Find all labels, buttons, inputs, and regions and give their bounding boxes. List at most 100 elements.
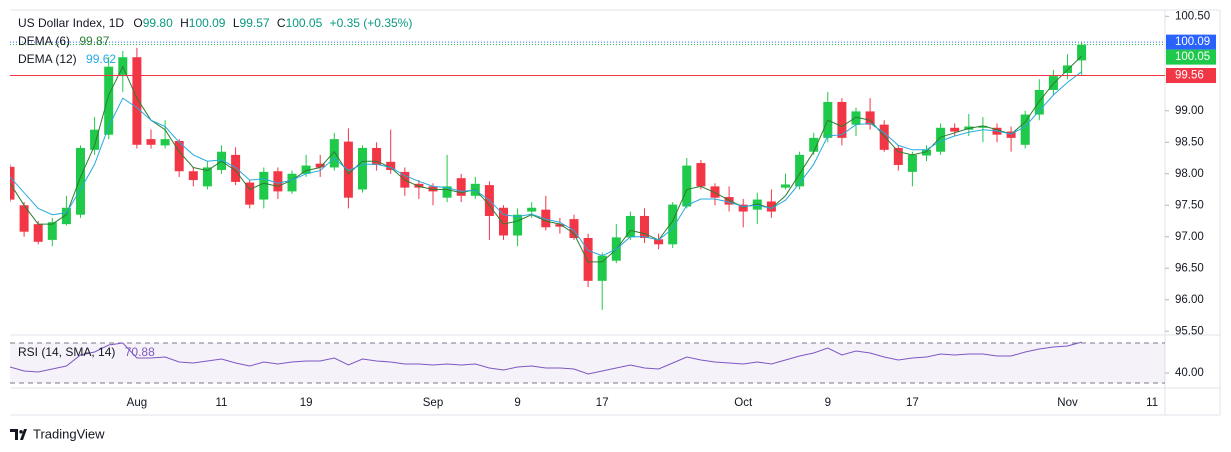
- candle-body: [738, 204, 748, 212]
- candle-body: [174, 141, 184, 172]
- legend-value: 99.57: [240, 16, 270, 30]
- x-tick-label: Oct: [734, 397, 753, 409]
- candle-body: [710, 186, 720, 198]
- candle-body: [541, 209, 551, 228]
- candle-body: [766, 201, 776, 212]
- candle-body: [625, 215, 635, 238]
- candle-body: [315, 163, 325, 168]
- candle-body: [781, 184, 790, 188]
- candle-body: [358, 147, 367, 190]
- brand: TradingView: [33, 426, 105, 441]
- candle-body: [879, 124, 889, 150]
- x-tick-label: Aug: [127, 397, 147, 409]
- candle-body: [837, 101, 847, 138]
- frame: [10, 9, 1221, 416]
- candle-body: [513, 214, 523, 236]
- price-tag-label: 99.56: [1175, 70, 1204, 82]
- candle-body: [47, 222, 57, 240]
- rsi-band-fill: [10, 343, 1165, 383]
- candle-body: [188, 171, 198, 181]
- x-tick-label: 11: [216, 397, 228, 409]
- candle-body: [499, 207, 508, 236]
- candle-body: [442, 186, 452, 198]
- candle-body: [202, 167, 212, 187]
- legend-key: O: [133, 16, 142, 30]
- price-tag: [1166, 68, 1216, 84]
- candle-body: [414, 183, 424, 188]
- legend-key: L: [233, 16, 240, 30]
- y-tick-label: 96.50: [1175, 262, 1204, 274]
- price-tag-label: 100.09: [1175, 36, 1210, 48]
- candle-body: [76, 147, 85, 215]
- candle-body: [1020, 114, 1030, 145]
- legend-key: C: [277, 16, 286, 30]
- y-tick-label: 97.50: [1175, 199, 1204, 211]
- candle-body: [287, 173, 297, 192]
- candle-body: [1077, 44, 1087, 61]
- legend-value: 99.62: [86, 52, 116, 66]
- candle-body: [527, 207, 537, 212]
- legend-name: RSI (14, SMA, 14): [18, 345, 115, 359]
- x-tick-label: 9: [825, 397, 831, 409]
- candle-body: [978, 125, 988, 128]
- x-tick-label: 17: [596, 397, 609, 409]
- candle-body: [583, 238, 593, 281]
- y-tick-label: 95.50: [1175, 325, 1204, 337]
- legend-value: 100.05: [286, 16, 323, 30]
- candle-body: [907, 154, 917, 172]
- price-pane: [10, 41, 1165, 310]
- y-tick-label: 98.00: [1175, 168, 1204, 180]
- candle-body: [851, 111, 861, 125]
- candle-body: [922, 149, 931, 156]
- candle-body: [273, 171, 283, 192]
- candle-body: [61, 207, 71, 225]
- legend-value: 100.09: [189, 16, 226, 30]
- y-tick-label: 98.50: [1175, 136, 1204, 148]
- candle-body: [104, 66, 114, 135]
- candle-body: [146, 139, 156, 145]
- rsi-pane: [10, 341, 1165, 384]
- axes: 95.50 96.00 96.50 97.00 97.50 98.00 98.50 99.00…: [127, 10, 1216, 409]
- rsi-legend: RSI (14, SMA, 14) 70.88: [18, 345, 155, 359]
- candle-body: [597, 255, 607, 281]
- legend-value: 99.80: [143, 16, 173, 30]
- price-tag: [1166, 34, 1216, 50]
- ohlc-legend: US Dollar Index, 1D O99.80 H100.09 L99.5…: [18, 16, 412, 30]
- candle-body: [132, 57, 142, 145]
- candle-body: [1006, 131, 1016, 138]
- legend-name: DEMA (6): [18, 34, 70, 48]
- candle-body: [343, 141, 353, 198]
- candle-body: [640, 215, 649, 239]
- indicator-legend: DEMA (12) 99.62: [18, 52, 116, 66]
- y-tick-label: 40.00: [1175, 367, 1204, 379]
- legend-name: DEMA (12): [18, 52, 77, 66]
- candle-body: [259, 171, 269, 200]
- legend-value: 70.88: [125, 345, 155, 359]
- logo: TradingView: [10, 426, 105, 441]
- candle-body: [893, 147, 903, 165]
- candle-body: [428, 186, 438, 192]
- dema-line: [10, 71, 1082, 257]
- symbol-title: US Dollar Index, 1D: [18, 16, 124, 30]
- candle-body: [724, 197, 734, 205]
- candle-body: [654, 239, 664, 245]
- candle-body: [33, 224, 43, 242]
- candle-body: [865, 111, 875, 125]
- candle-body: [809, 137, 819, 152]
- x-tick-label: 9: [514, 397, 520, 409]
- y-tick-label: 97.00: [1175, 231, 1204, 243]
- candle-body: [950, 127, 960, 132]
- x-tick-label: Nov: [1057, 397, 1078, 409]
- rsi-line: [10, 341, 1082, 375]
- y-tick-label: 100.50: [1175, 10, 1210, 22]
- candle-body: [245, 182, 255, 205]
- indicator-legend: DEMA (6) 99.87: [18, 34, 110, 48]
- candle-body: [456, 178, 466, 196]
- candle-body: [795, 154, 805, 187]
- dema-line: [10, 55, 1082, 263]
- candle-body: [555, 224, 565, 227]
- candle-body: [19, 205, 29, 232]
- legend-key: H: [180, 16, 189, 30]
